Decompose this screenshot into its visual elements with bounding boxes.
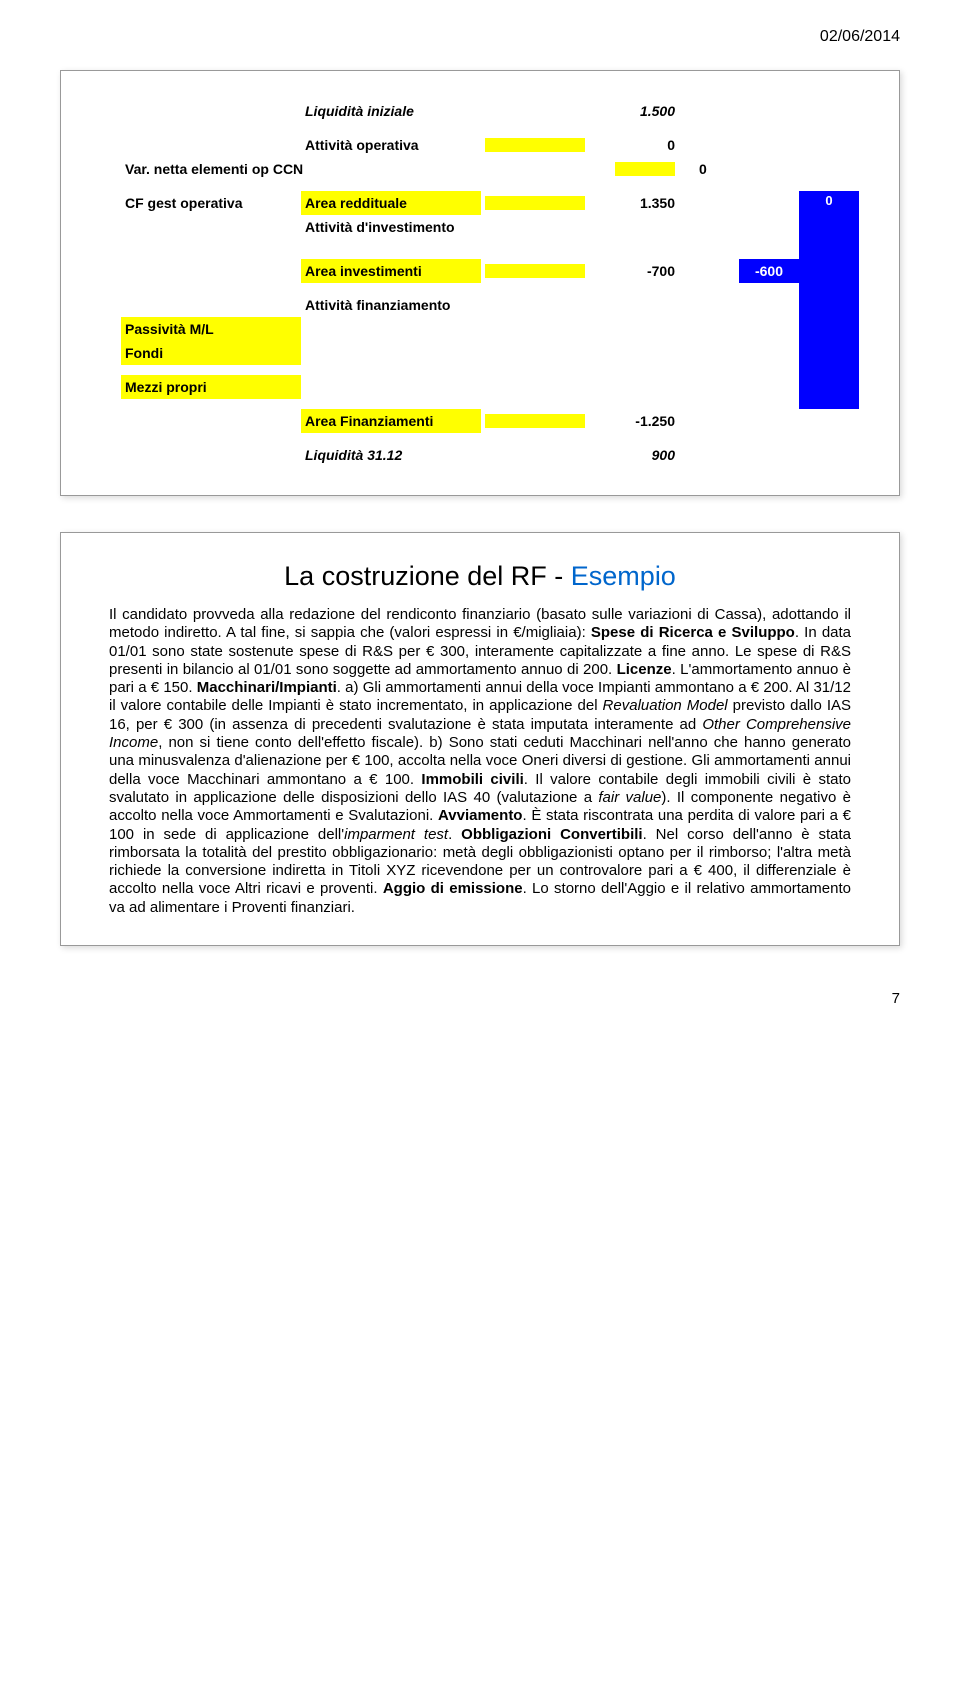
b-licenze: Licenze (617, 661, 672, 678)
att-fin-label: Attività finanziamento (301, 293, 481, 317)
area-fin-label: Area Finanziamenti (301, 409, 481, 433)
cf-op-label: CF gest operativa (121, 191, 301, 215)
essay-title: La costruzione del RF - Esempio (109, 561, 851, 592)
yellow-bar (615, 162, 675, 176)
blue-bar-body (799, 215, 859, 409)
att-op-label: Attività operativa (301, 133, 481, 157)
fondi-label: Fondi (121, 341, 301, 365)
date-header: 02/06/2014 (60, 20, 900, 70)
yellow-bar (485, 138, 585, 152)
blue-bar-top: 0 (799, 191, 859, 215)
b-spese: Spese di Ricerca e Sviluppo (591, 624, 795, 641)
pass-ml-label: Passività M/L (121, 317, 301, 341)
yellow-bar (485, 414, 585, 428)
i-revaluation: Revaluation Model (603, 697, 728, 714)
liq-init-val: 1.500 (611, 99, 679, 123)
b-aggio: Aggio di emissione (383, 880, 523, 897)
essay-panel: La costruzione del RF - Esempio Il candi… (60, 532, 900, 946)
area-redd-val: 1.350 (611, 191, 679, 215)
mezzi-label: Mezzi propri (121, 375, 301, 399)
b-macchinari: Macchinari/Impianti (197, 679, 337, 696)
chart-panel: Liquidità iniziale 1.500 Attività operat… (60, 70, 900, 496)
area-fin-val: -1.250 (611, 409, 679, 433)
i-impairment: imparment test (344, 826, 448, 843)
chart-table: Liquidità iniziale 1.500 Attività operat… (121, 99, 859, 467)
b-avviamento: Avviamento (438, 807, 522, 824)
blue-mid-val: -600 (739, 259, 799, 283)
b-immobili: Immobili civili (421, 771, 523, 788)
yellow-bar (485, 264, 585, 278)
title-black: La costruzione del RF - (284, 561, 571, 591)
title-blue: Esempio (571, 561, 676, 591)
att-op-val: 0 (611, 133, 679, 157)
area-inv-label: Area investimenti (301, 259, 481, 283)
liq-end-val: 900 (611, 443, 679, 467)
liq-init-label: Liquidità iniziale (301, 99, 481, 123)
i-fairvalue: fair value (598, 789, 661, 806)
var-ccn-label: Var. netta elementi op CCN (121, 157, 611, 181)
yellow-bar (485, 196, 585, 210)
page-number: 7 (60, 982, 900, 1015)
area-redd-label: Area reddituale (301, 191, 481, 215)
essay-body: Il candidato provveda alla redazione del… (109, 606, 851, 917)
area-inv-val: -700 (611, 259, 679, 283)
b-obbligazioni: Obbligazioni Convertibili (461, 826, 642, 843)
t: . (448, 826, 461, 843)
att-inv-label: Attività d'investimento (301, 215, 481, 239)
liq-end-label: Liquidità 31.12 (301, 443, 481, 467)
var-ccn-val: 0 (679, 157, 739, 181)
